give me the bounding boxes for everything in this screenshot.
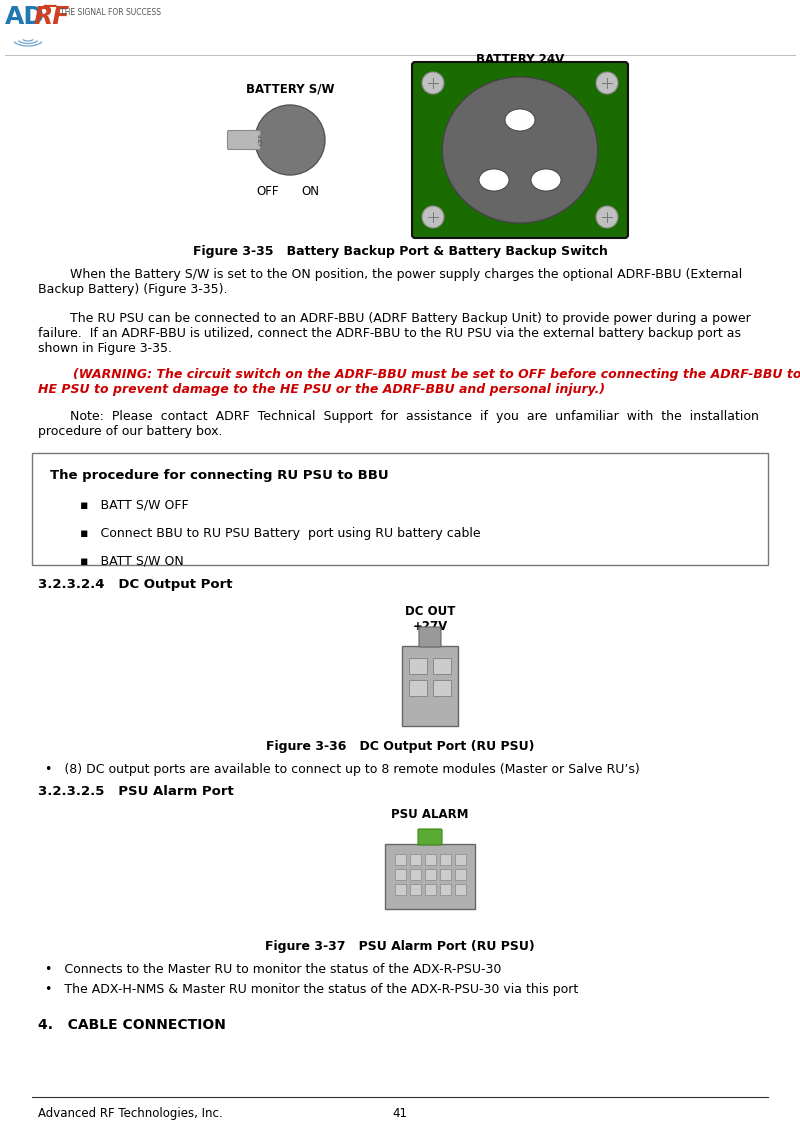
Text: The RU PSU can be connected to an ADRF-BBU (ADRF Battery Backup Unit) to provide: The RU PSU can be connected to an ADRF-B… xyxy=(38,312,750,355)
Text: BATTERY S/W: BATTERY S/W xyxy=(246,83,334,96)
Bar xyxy=(440,884,451,895)
Text: BATTERY 24V: BATTERY 24V xyxy=(476,53,564,66)
Text: Figure 3-37   PSU Alarm Port (RU PSU): Figure 3-37 PSU Alarm Port (RU PSU) xyxy=(265,940,535,953)
Circle shape xyxy=(422,206,444,228)
Bar xyxy=(410,869,421,880)
Text: When the Battery S/W is set to the ON position, the power supply charges the opt: When the Battery S/W is set to the ON po… xyxy=(38,268,742,296)
Ellipse shape xyxy=(479,169,509,191)
Text: •   (8) DC output ports are available to connect up to 8 remote modules (Master : • (8) DC output ports are available to c… xyxy=(45,763,640,776)
Ellipse shape xyxy=(531,169,561,191)
Text: Figure 3-35   Battery Backup Port & Battery Backup Switch: Figure 3-35 Battery Backup Port & Batter… xyxy=(193,245,607,258)
Text: ▪   BATT S/W OFF: ▪ BATT S/W OFF xyxy=(80,499,189,512)
Text: 3.2.3.2.4   DC Output Port: 3.2.3.2.4 DC Output Port xyxy=(38,578,233,592)
Text: DC OUT
+27V: DC OUT +27V xyxy=(405,605,455,633)
Bar xyxy=(395,884,406,895)
Text: The procedure for connecting RU PSU to BBU: The procedure for connecting RU PSU to B… xyxy=(50,469,389,482)
Text: 41: 41 xyxy=(393,1107,407,1120)
Bar xyxy=(425,869,436,880)
Text: OFF: OFF xyxy=(257,185,279,198)
Text: Advanced RF Technologies, Inc.: Advanced RF Technologies, Inc. xyxy=(38,1107,222,1120)
Text: Note:  Please  contact  ADRF  Technical  Support  for  assistance  if  you  are : Note: Please contact ADRF Technical Supp… xyxy=(38,411,759,438)
Bar xyxy=(455,869,466,880)
FancyBboxPatch shape xyxy=(419,627,441,647)
Bar xyxy=(455,854,466,865)
FancyBboxPatch shape xyxy=(402,646,458,726)
Bar xyxy=(410,884,421,895)
Bar xyxy=(410,854,421,865)
Text: (WARNING: The circuit switch on the ADRF-BBU must be set to OFF before connectin: (WARNING: The circuit switch on the ADRF… xyxy=(38,368,800,396)
Text: •   Connects to the Master RU to monitor the status of the ADX-R-PSU-30: • Connects to the Master RU to monitor t… xyxy=(45,962,502,976)
Bar xyxy=(425,884,436,895)
Circle shape xyxy=(255,105,325,175)
Bar xyxy=(409,680,427,696)
Ellipse shape xyxy=(442,77,598,223)
Bar xyxy=(409,658,427,674)
Circle shape xyxy=(422,72,444,94)
Bar xyxy=(455,884,466,895)
Bar xyxy=(433,680,451,696)
Circle shape xyxy=(596,206,618,228)
Bar xyxy=(425,854,436,865)
Text: THE SIGNAL FOR SUCCESS: THE SIGNAL FOR SUCCESS xyxy=(60,8,161,17)
Bar xyxy=(440,869,451,880)
Text: ▪   Connect BBU to RU PSU Battery  port using RU battery cable: ▪ Connect BBU to RU PSU Battery port usi… xyxy=(80,527,481,539)
Text: •   The ADX-H-NMS & Master RU monitor the status of the ADX-R-PSU-30 via this po: • The ADX-H-NMS & Master RU monitor the … xyxy=(45,983,578,996)
FancyBboxPatch shape xyxy=(385,844,475,909)
Text: ▪   BATT S/W ON: ▪ BATT S/W ON xyxy=(80,555,184,568)
FancyBboxPatch shape xyxy=(227,130,261,149)
Circle shape xyxy=(596,72,618,94)
FancyBboxPatch shape xyxy=(418,829,442,845)
Text: 3.2.3.2.5   PSU Alarm Port: 3.2.3.2.5 PSU Alarm Port xyxy=(38,785,234,798)
Bar xyxy=(433,658,451,674)
Text: Figure 3-36   DC Output Port (RU PSU): Figure 3-36 DC Output Port (RU PSU) xyxy=(266,740,534,753)
FancyBboxPatch shape xyxy=(32,454,768,566)
FancyBboxPatch shape xyxy=(412,62,628,238)
Text: 4.   CABLE CONNECTION: 4. CABLE CONNECTION xyxy=(38,1018,226,1031)
Bar xyxy=(440,854,451,865)
Text: AD: AD xyxy=(5,5,45,29)
Text: R̅F: R̅F xyxy=(33,5,70,29)
Ellipse shape xyxy=(505,109,535,131)
Bar xyxy=(395,854,406,865)
Text: ON: ON xyxy=(301,185,319,198)
Text: OFF: OFF xyxy=(258,132,263,145)
Text: PSU ALARM: PSU ALARM xyxy=(391,808,469,821)
Bar xyxy=(395,869,406,880)
